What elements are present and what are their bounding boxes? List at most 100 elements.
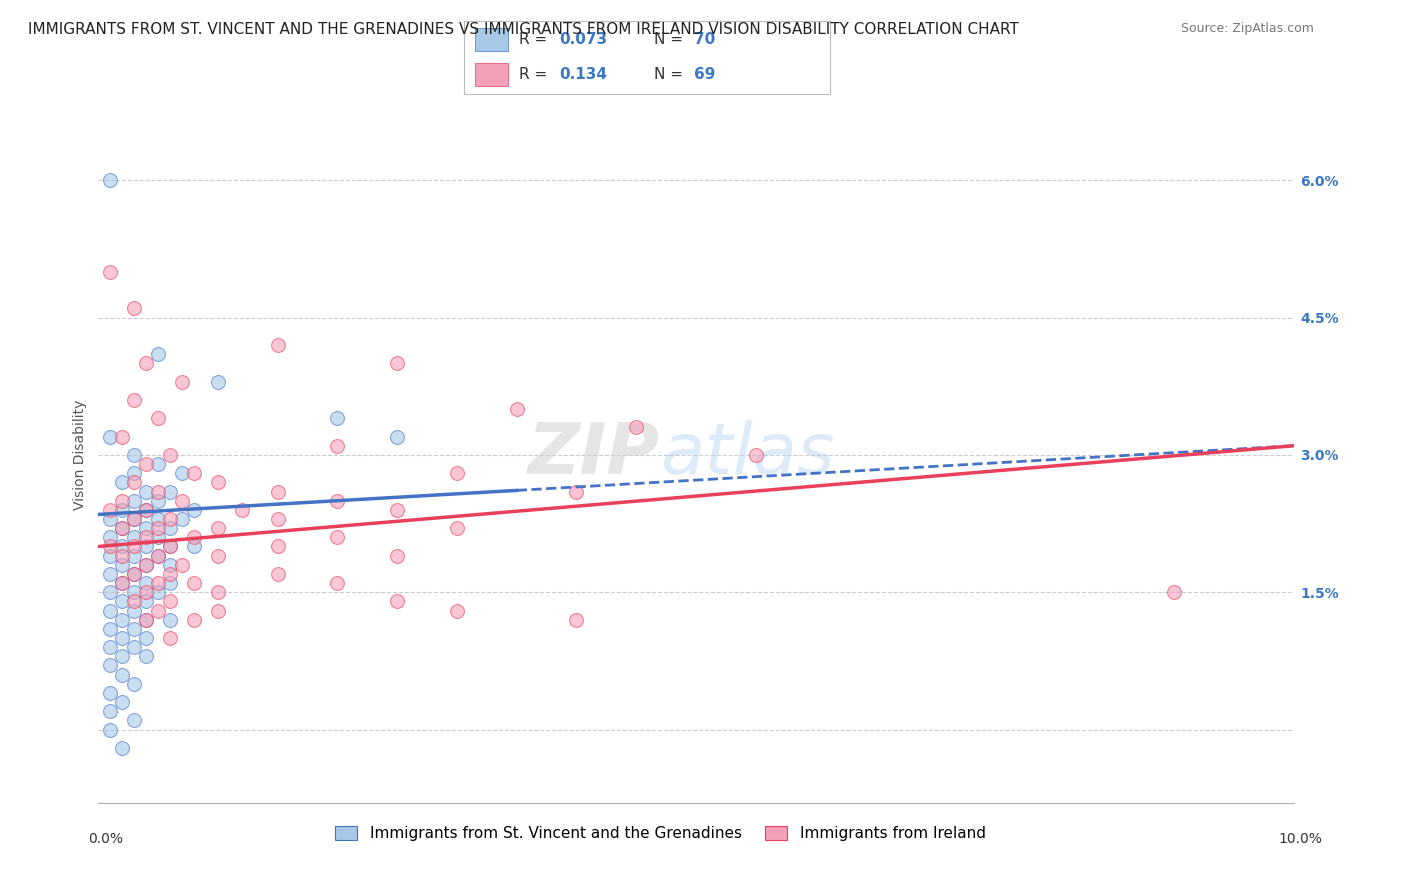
Point <box>148 576 170 591</box>
Point <box>135 613 157 627</box>
Point <box>98 622 122 636</box>
Point <box>385 356 409 370</box>
Point <box>124 566 146 581</box>
Point <box>111 594 134 608</box>
Point <box>1163 585 1185 599</box>
Legend: Immigrants from St. Vincent and the Grenadines, Immigrants from Ireland: Immigrants from St. Vincent and the Gren… <box>329 820 991 847</box>
Point <box>267 540 290 554</box>
Point <box>385 429 409 443</box>
Point <box>135 585 157 599</box>
Point <box>148 549 170 563</box>
Point <box>446 521 468 535</box>
Point <box>183 467 205 481</box>
Point <box>159 558 181 572</box>
Point <box>98 566 122 581</box>
Point <box>135 530 157 544</box>
Point <box>135 558 157 572</box>
Point <box>207 375 229 389</box>
Point <box>326 411 349 425</box>
Point <box>207 585 229 599</box>
Point <box>148 493 170 508</box>
Point <box>159 512 181 526</box>
Point <box>124 585 146 599</box>
Point <box>506 402 529 417</box>
Point <box>135 631 157 645</box>
Point <box>98 723 122 737</box>
Point <box>231 503 253 517</box>
Point <box>124 594 146 608</box>
Point <box>135 594 157 608</box>
Point <box>267 338 290 352</box>
Text: R =: R = <box>519 67 553 82</box>
Point <box>111 493 134 508</box>
Point <box>98 640 122 655</box>
Y-axis label: Vision Disability: Vision Disability <box>73 400 87 510</box>
Point <box>98 658 122 673</box>
Point <box>159 613 181 627</box>
Point <box>207 603 229 617</box>
Point <box>148 549 170 563</box>
Point <box>135 356 157 370</box>
Point <box>159 566 181 581</box>
Point <box>111 576 134 591</box>
Point <box>111 649 134 664</box>
Text: 0.073: 0.073 <box>560 32 607 47</box>
Point <box>159 484 181 499</box>
Point <box>135 457 157 471</box>
Point <box>207 549 229 563</box>
Point <box>172 467 194 481</box>
Point <box>111 558 134 572</box>
Point <box>98 530 122 544</box>
Point <box>111 576 134 591</box>
Text: N =: N = <box>654 32 688 47</box>
Point <box>172 493 194 508</box>
Point <box>124 540 146 554</box>
FancyBboxPatch shape <box>475 63 508 87</box>
Point <box>135 613 157 627</box>
Point <box>111 631 134 645</box>
Text: 0.134: 0.134 <box>560 67 607 82</box>
Point <box>183 540 205 554</box>
Point <box>159 576 181 591</box>
Point <box>98 549 122 563</box>
Point <box>267 484 290 499</box>
Point <box>124 301 146 316</box>
Point <box>124 448 146 462</box>
Text: atlas: atlas <box>661 420 835 490</box>
Point <box>159 540 181 554</box>
Point <box>124 530 146 544</box>
Point <box>148 603 170 617</box>
Point <box>148 411 170 425</box>
Point <box>111 503 134 517</box>
Point <box>148 484 170 499</box>
Point <box>111 740 134 755</box>
Text: 0.0%: 0.0% <box>89 832 122 846</box>
Point <box>111 667 134 681</box>
FancyBboxPatch shape <box>475 28 508 51</box>
Point <box>159 521 181 535</box>
Point <box>326 493 349 508</box>
Point <box>124 714 146 728</box>
Point <box>148 512 170 526</box>
Point <box>745 448 768 462</box>
Point <box>124 392 146 407</box>
Point <box>124 512 146 526</box>
Point <box>98 503 122 517</box>
Point <box>385 503 409 517</box>
Point <box>111 521 134 535</box>
Point <box>135 540 157 554</box>
Point <box>98 704 122 718</box>
Point <box>172 558 194 572</box>
Point <box>183 530 205 544</box>
Point <box>98 585 122 599</box>
Point <box>267 566 290 581</box>
Point <box>385 594 409 608</box>
Point <box>98 540 122 554</box>
Point <box>98 603 122 617</box>
Point <box>124 512 146 526</box>
Point <box>98 686 122 700</box>
Point <box>172 375 194 389</box>
Point <box>159 448 181 462</box>
Point <box>124 677 146 691</box>
Point <box>565 613 588 627</box>
